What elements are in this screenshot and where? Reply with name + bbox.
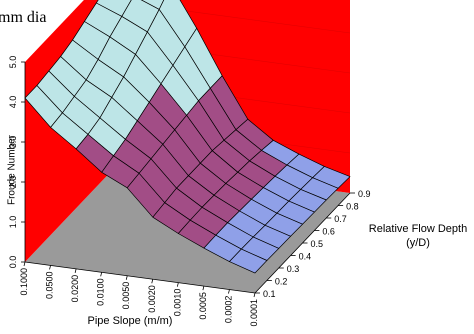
x-tick-mark [74, 268, 77, 273]
depth-tick-label: 0.4 [299, 252, 312, 262]
z-tick-label: 1.0 [8, 216, 18, 229]
x-tick-mark [151, 279, 154, 284]
x-tick-mark [253, 292, 256, 298]
x-tick-label: 0.1000 [19, 268, 29, 296]
z-tick-label: 0.0 [8, 256, 18, 269]
x-tick-label: 0.0200 [70, 275, 80, 303]
depth-tick-label: 0.5 [311, 239, 324, 249]
x-axis-title: Pipe Slope (m/m) [88, 315, 173, 327]
x-tick-label: 0.0020 [147, 285, 157, 313]
x-tick-label: 0.0050 [121, 282, 131, 310]
depth-tick-label: 0.8 [346, 202, 359, 212]
depth-tick-label: 0.1 [263, 289, 276, 299]
x-tick-label: 0.0005 [198, 292, 208, 320]
depth-tick-label: 0.9 [358, 189, 371, 199]
x-tick-mark [125, 275, 128, 280]
x-tick-label: 0.0001 [249, 299, 259, 327]
x-tick-label: 0.0500 [45, 271, 55, 299]
depth-axis-title: Relative Flow Depth [369, 223, 467, 235]
depth-axis-subtitle: (y/D) [406, 237, 430, 249]
surface-cell [229, 248, 268, 274]
depth-tick-label: 0.7 [334, 214, 347, 224]
x-tick-mark [228, 289, 230, 294]
z-tick-label: 4.0 [8, 96, 18, 109]
x-tick-mark [202, 286, 205, 291]
z-tick-label: 3.0 [8, 136, 18, 149]
depth-tick-label: 0.3 [287, 264, 300, 274]
x-tick-mark [49, 265, 51, 270]
depth-tick-label: 0.2 [275, 277, 288, 287]
z-axis-title: Froude Number [7, 134, 18, 205]
x-tick-mark [23, 261, 26, 267]
z-tick-label: 5.0 [8, 56, 18, 69]
chart-title: mm dia [0, 9, 47, 26]
x-axis-line [24, 261, 256, 294]
x-tick-label: 0.0010 [172, 289, 182, 317]
depth-tick-label: 0.6 [322, 227, 335, 237]
x-tick-mark [176, 282, 179, 287]
z-tick-label: 2.0 [8, 176, 18, 189]
x-tick-label: 0.0100 [96, 278, 106, 306]
x-tick-mark [100, 272, 103, 277]
x-tick-label: 0.0002 [223, 296, 233, 324]
